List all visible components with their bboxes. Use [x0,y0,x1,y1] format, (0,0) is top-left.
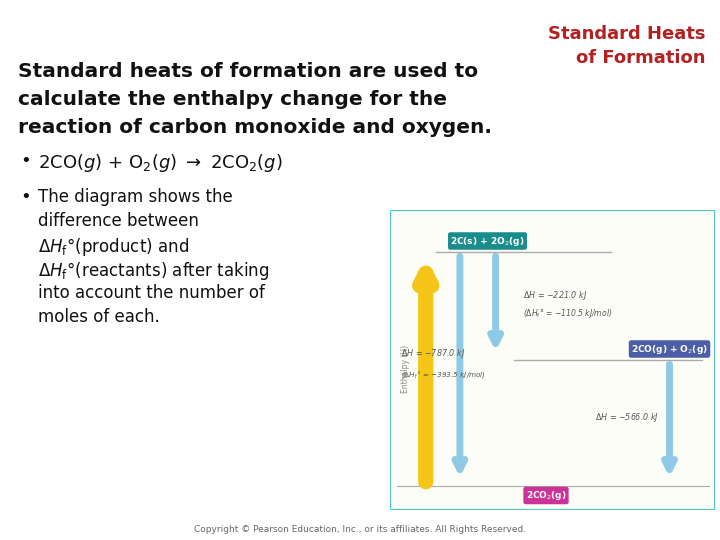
Text: •: • [20,188,31,206]
FancyBboxPatch shape [390,210,715,510]
Text: $\Delta H$ = $-$787.0 kJ: $\Delta H$ = $-$787.0 kJ [401,348,466,361]
Text: calculate the enthalpy change for the: calculate the enthalpy change for the [18,90,447,109]
Text: ($\Delta H_\mathrm{f}°$ = $-$110.5 kJ/mol): ($\Delta H_\mathrm{f}°$ = $-$110.5 kJ/mo… [523,307,613,320]
Text: 2CO($\mathit{g}$) + O$_2$($\mathit{g}$) $\rightarrow$ 2CO$_2$($\mathit{g}$): 2CO($\mathit{g}$) + O$_2$($\mathit{g}$) … [38,152,283,174]
Text: The diagram shows the: The diagram shows the [38,188,233,206]
Text: $\Delta H$ = $-$566.0 kJ: $\Delta H$ = $-$566.0 kJ [595,410,659,423]
Text: reaction of carbon monoxide and oxygen.: reaction of carbon monoxide and oxygen. [18,118,492,137]
Text: Standard heats of formation are used to: Standard heats of formation are used to [18,62,478,81]
Text: difference between: difference between [38,212,199,230]
Text: 2CO$_2$(g): 2CO$_2$(g) [526,489,567,502]
Text: ($\Delta H_\mathrm{f}°$ = $-$393.5 kJ/mol): ($\Delta H_\mathrm{f}°$ = $-$393.5 kJ/mo… [401,369,487,381]
Text: •: • [20,152,31,170]
Text: Copyright © Pearson Education, Inc., or its affiliates. All Rights Reserved.: Copyright © Pearson Education, Inc., or … [194,525,526,534]
Text: $\Delta H$ = $-$221.0 kJ: $\Delta H$ = $-$221.0 kJ [523,289,588,302]
Text: $\Delta H_\mathrm{f}°$(product) and: $\Delta H_\mathrm{f}°$(product) and [38,236,189,258]
Text: moles of each.: moles of each. [38,308,160,326]
Text: Standard Heats
of Formation: Standard Heats of Formation [547,25,705,66]
Text: into account the number of: into account the number of [38,284,265,302]
Text: $\Delta H_\mathrm{f}°$(reactants) after taking: $\Delta H_\mathrm{f}°$(reactants) after … [38,260,269,282]
Text: 2C(s) + 2O$_2$(g): 2C(s) + 2O$_2$(g) [450,234,525,247]
Text: 2CO(g) + O$_2$(g): 2CO(g) + O$_2$(g) [631,342,708,355]
Text: Enthalpy (H): Enthalpy (H) [401,345,410,393]
